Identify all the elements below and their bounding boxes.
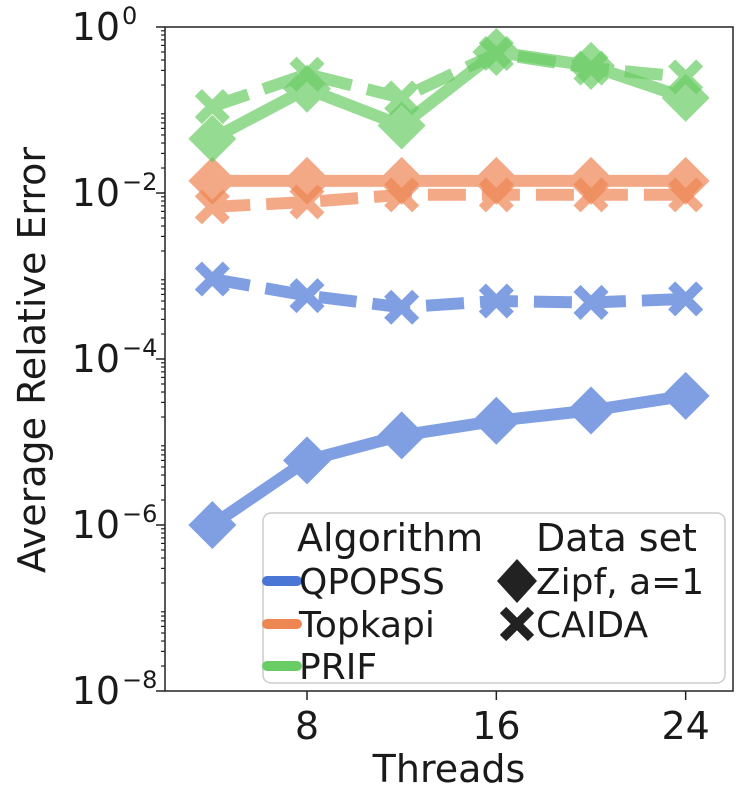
data-point-x <box>668 177 704 213</box>
series-layer <box>188 27 710 549</box>
data-point-x <box>573 50 609 86</box>
x-tick-label: 24 <box>661 704 709 748</box>
series-qpopss-caida <box>194 261 704 325</box>
data-point-x <box>194 189 230 225</box>
legend-zipf-label: Zipf, a=1 <box>536 562 704 603</box>
data-point-x <box>668 59 704 95</box>
data-point-diamond <box>377 411 426 460</box>
series-prif-caida <box>194 35 704 125</box>
series-line <box>211 273 686 314</box>
x-tick-label: 16 <box>472 704 520 748</box>
legend-caida-label: CAIDA <box>536 605 648 646</box>
series-topkapi-caida <box>194 177 704 225</box>
legend-diamond-marker <box>497 559 537 603</box>
data-point-x <box>289 278 325 314</box>
data-point-x <box>668 281 704 317</box>
data-point-diamond <box>472 396 521 445</box>
y-tick-label: 10 <box>72 337 120 381</box>
data-point-x <box>289 184 325 220</box>
data-point-x <box>384 289 420 325</box>
series-qpopss-zipf <box>188 371 710 549</box>
y-tick-exponent: −4 <box>122 334 157 362</box>
data-point-x <box>384 177 420 213</box>
data-point-diamond <box>283 436 331 485</box>
y-tick-exponent: −6 <box>122 500 157 528</box>
data-point-x <box>194 89 230 125</box>
y-tick-exponent: 0 <box>122 2 137 30</box>
y-tick-exponent: −2 <box>122 168 157 196</box>
x-axis: 8 16 24 <box>295 691 710 748</box>
data-point-diamond <box>188 114 237 163</box>
y-axis-label: Average Relative Error <box>10 147 54 573</box>
legend-algorithm-title: Algorithm <box>297 516 483 560</box>
data-point-x <box>478 35 514 71</box>
y-tick-label: 10 <box>72 171 120 215</box>
data-point-x <box>289 56 325 92</box>
data-point-x <box>384 80 420 116</box>
legend-qpopss-label: QPOPSS <box>299 562 445 603</box>
data-point-x <box>573 284 609 320</box>
data-point-x <box>194 261 230 297</box>
data-point-diamond <box>188 501 237 549</box>
data-point-x <box>573 177 609 213</box>
legend-dataset-title: Data set <box>536 516 697 560</box>
y-tick-label: 10 <box>72 503 120 547</box>
data-point-x <box>478 283 514 319</box>
x-axis-label: Threads <box>372 747 526 791</box>
data-point-diamond <box>661 371 710 420</box>
y-tick-label: 10 <box>72 669 120 713</box>
data-point-diamond <box>567 386 615 435</box>
series-line <box>210 47 687 113</box>
x-tick-label: 8 <box>295 704 319 748</box>
y-tick-label: 10 <box>72 5 120 49</box>
legend-topkapi-label: Topkapi <box>298 605 435 646</box>
y-tick-exponent: −8 <box>122 666 157 694</box>
legend-prif-label: PRIF <box>299 647 377 688</box>
legend: Algorithm Data set QPOPSS Topkapi PRIF Z… <box>262 512 726 688</box>
legend-box <box>262 512 726 684</box>
series-line <box>211 188 686 213</box>
legend-x-marker <box>499 606 535 642</box>
data-point-x <box>478 177 514 213</box>
